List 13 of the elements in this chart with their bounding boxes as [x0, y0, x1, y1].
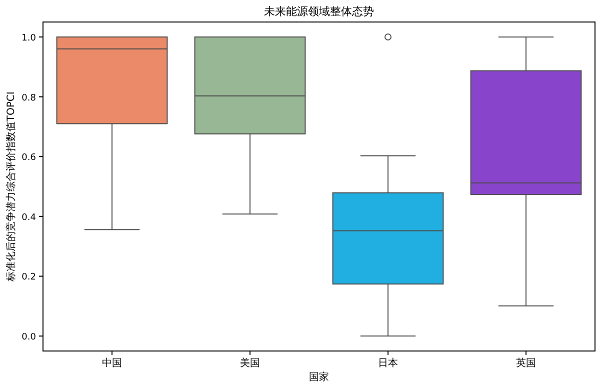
x-tick-label: 美国 — [240, 357, 260, 369]
x-tick-label: 中国 — [102, 357, 122, 369]
y-axis-title: 标准化后的竞争潜力综合评价指数值TOPCI — [5, 92, 17, 282]
x-tick-label: 英国 — [516, 357, 536, 369]
x-tick-label: 日本 — [378, 357, 398, 369]
y-tick-label: 0.2 — [22, 272, 36, 283]
y-tick-label: 0.0 — [22, 332, 36, 343]
y-tick-label: 0.4 — [22, 212, 36, 223]
y-tick-label: 0.6 — [22, 153, 36, 164]
y-tick-label: 1.0 — [22, 33, 36, 44]
y-tick-label: 0.8 — [22, 93, 36, 104]
chart-title: 未来能源领域整体态势 — [264, 5, 374, 18]
x-axis-title: 国家 — [309, 371, 329, 383]
